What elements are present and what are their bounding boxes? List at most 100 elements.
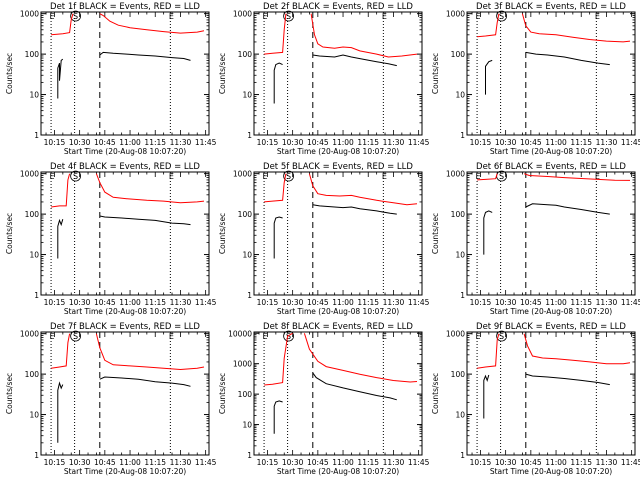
y-tick-label: 1000 [233,170,252,179]
x-tick-label: 10:30 [69,138,91,147]
y-axis-label: Counts/sec [218,373,227,414]
series-line-lld [477,333,500,369]
chart-panel-6: Det 6f BLACK = Events, RED = LLD 1 10 100 10… [431,162,640,316]
x-tick-label: 10:15 [257,138,279,147]
x-tick-label: 11:45 [408,298,430,307]
x-axis-label: Start Time (20-Aug-08 10:07:20) [490,147,612,156]
x-tick-label: 10:30 [282,138,304,147]
time-marker-label: E [50,172,55,181]
y-tick-label: 100 [238,50,253,59]
time-marker-label: E [382,332,387,341]
chart-panel-9: Det 9f BLACK = Events, RED = LLD 1 10 100 10… [431,322,640,476]
y-tick-label: 100 [25,50,40,59]
x-tick-label: 10:30 [495,298,517,307]
series-line-lld [523,173,631,181]
series-line-events [312,54,397,67]
chart-title: Det 4f BLACK = Events, RED = LLD [50,162,200,172]
x-tick-label: 11:30 [383,298,405,307]
series-line-lld [51,13,74,36]
x-tick-label: 10:15 [257,458,279,467]
time-marker-label: S [499,12,504,21]
x-tick-label: 11:15 [570,138,592,147]
y-tick-label: 10 [242,421,252,430]
x-tick-label: 11:15 [357,458,379,467]
y-tick-label: 1000 [233,10,252,19]
x-axis-label: Start Time (20-Aug-08 10:07:20) [490,467,612,476]
plot-frame [40,331,210,456]
chart-panel-3: Det 3f BLACK = Events, RED = LLD 1 10 100 10… [431,2,640,156]
y-tick-label: 100 [238,390,253,399]
series-line-lld [477,173,498,181]
time-marker-label: S [73,332,78,341]
x-tick-label: 11:15 [144,138,166,147]
plot-frame [40,171,210,296]
series-line-lld [521,13,631,43]
chart-panel-1: Det 1f BLACK = Events, RED = LLD 1 10 100 10… [5,2,217,156]
y-axis-label: Counts/sec [218,53,227,94]
y-tick-label: 1000 [20,10,39,19]
time-marker-label: S [73,12,78,21]
y-axis-label: Counts/sec [5,373,14,414]
series-line-events [99,51,191,61]
x-tick-label: 10:15 [44,138,66,147]
series-line-events [57,381,64,443]
series-line-events [99,215,191,226]
plot-frame [466,11,636,136]
series-line-events [312,372,397,401]
time-marker-label: E [595,172,600,181]
series-line-lld [264,13,287,55]
time-marker-label: E [382,172,387,181]
x-tick-label: 11:00 [545,298,567,307]
chart-panel-5: Det 5f BLACK = Events, RED = LLD 1 10 100 10… [218,162,430,316]
marker-circle [496,330,508,342]
marker-circle [283,170,295,182]
x-tick-label: 11:45 [408,458,430,467]
time-marker-label: E [169,12,174,21]
x-tick-label: 11:00 [119,458,141,467]
x-axis-label: Start Time (20-Aug-08 10:07:20) [64,467,186,476]
series-line-lld [264,173,287,203]
marker-circle [283,330,295,342]
x-tick-label: 10:45 [307,138,329,147]
x-axis-label: Start Time (20-Aug-08 10:07:20) [277,147,399,156]
time-marker-label: E [169,332,174,341]
time-marker-label: E [263,12,268,21]
y-tick-label: 1000 [446,170,465,179]
plot-frame [40,11,210,136]
x-tick-label: 11:30 [383,458,405,467]
x-tick-label: 10:45 [520,298,542,307]
y-tick-label: 1000 [446,10,465,19]
time-marker-label: E [476,332,481,341]
x-tick-label: 11:15 [570,458,592,467]
plot-frame [466,331,636,456]
y-tick-label: 1 [247,451,252,460]
x-axis-label: Start Time (20-Aug-08 10:07:20) [64,147,186,156]
series-line-events [525,203,610,215]
x-tick-label: 11:45 [408,138,430,147]
series-line-events [312,204,397,215]
x-tick-label: 10:30 [495,458,517,467]
y-tick-label: 100 [451,370,466,379]
x-tick-label: 10:15 [44,458,66,467]
y-tick-label: 100 [451,210,466,219]
x-tick-label: 11:15 [144,298,166,307]
y-tick-label: 1 [247,291,252,300]
series-line-lld [51,333,71,369]
series-line-events [273,216,283,259]
chart-title: Det 8f BLACK = Events, RED = LLD [263,322,413,332]
x-tick-label: 11:00 [119,298,141,307]
x-tick-label: 10:45 [94,138,116,147]
time-marker-label: S [286,12,291,21]
x-tick-label: 11:45 [621,458,640,467]
chart-title: Det 2f BLACK = Events, RED = LLD [263,2,413,12]
y-tick-label: 10 [242,91,252,100]
chart-panel-7: Det 7f BLACK = Events, RED = LLD 1 10 100 10… [5,322,217,476]
series-line-events [483,210,493,255]
series-line-lld [95,173,205,204]
series-line-events [485,59,493,95]
x-tick-label: 11:30 [170,298,192,307]
y-tick-label: 100 [451,50,466,59]
series-line-lld [95,333,205,371]
x-tick-label: 10:15 [44,298,66,307]
plot-frame [253,11,423,136]
